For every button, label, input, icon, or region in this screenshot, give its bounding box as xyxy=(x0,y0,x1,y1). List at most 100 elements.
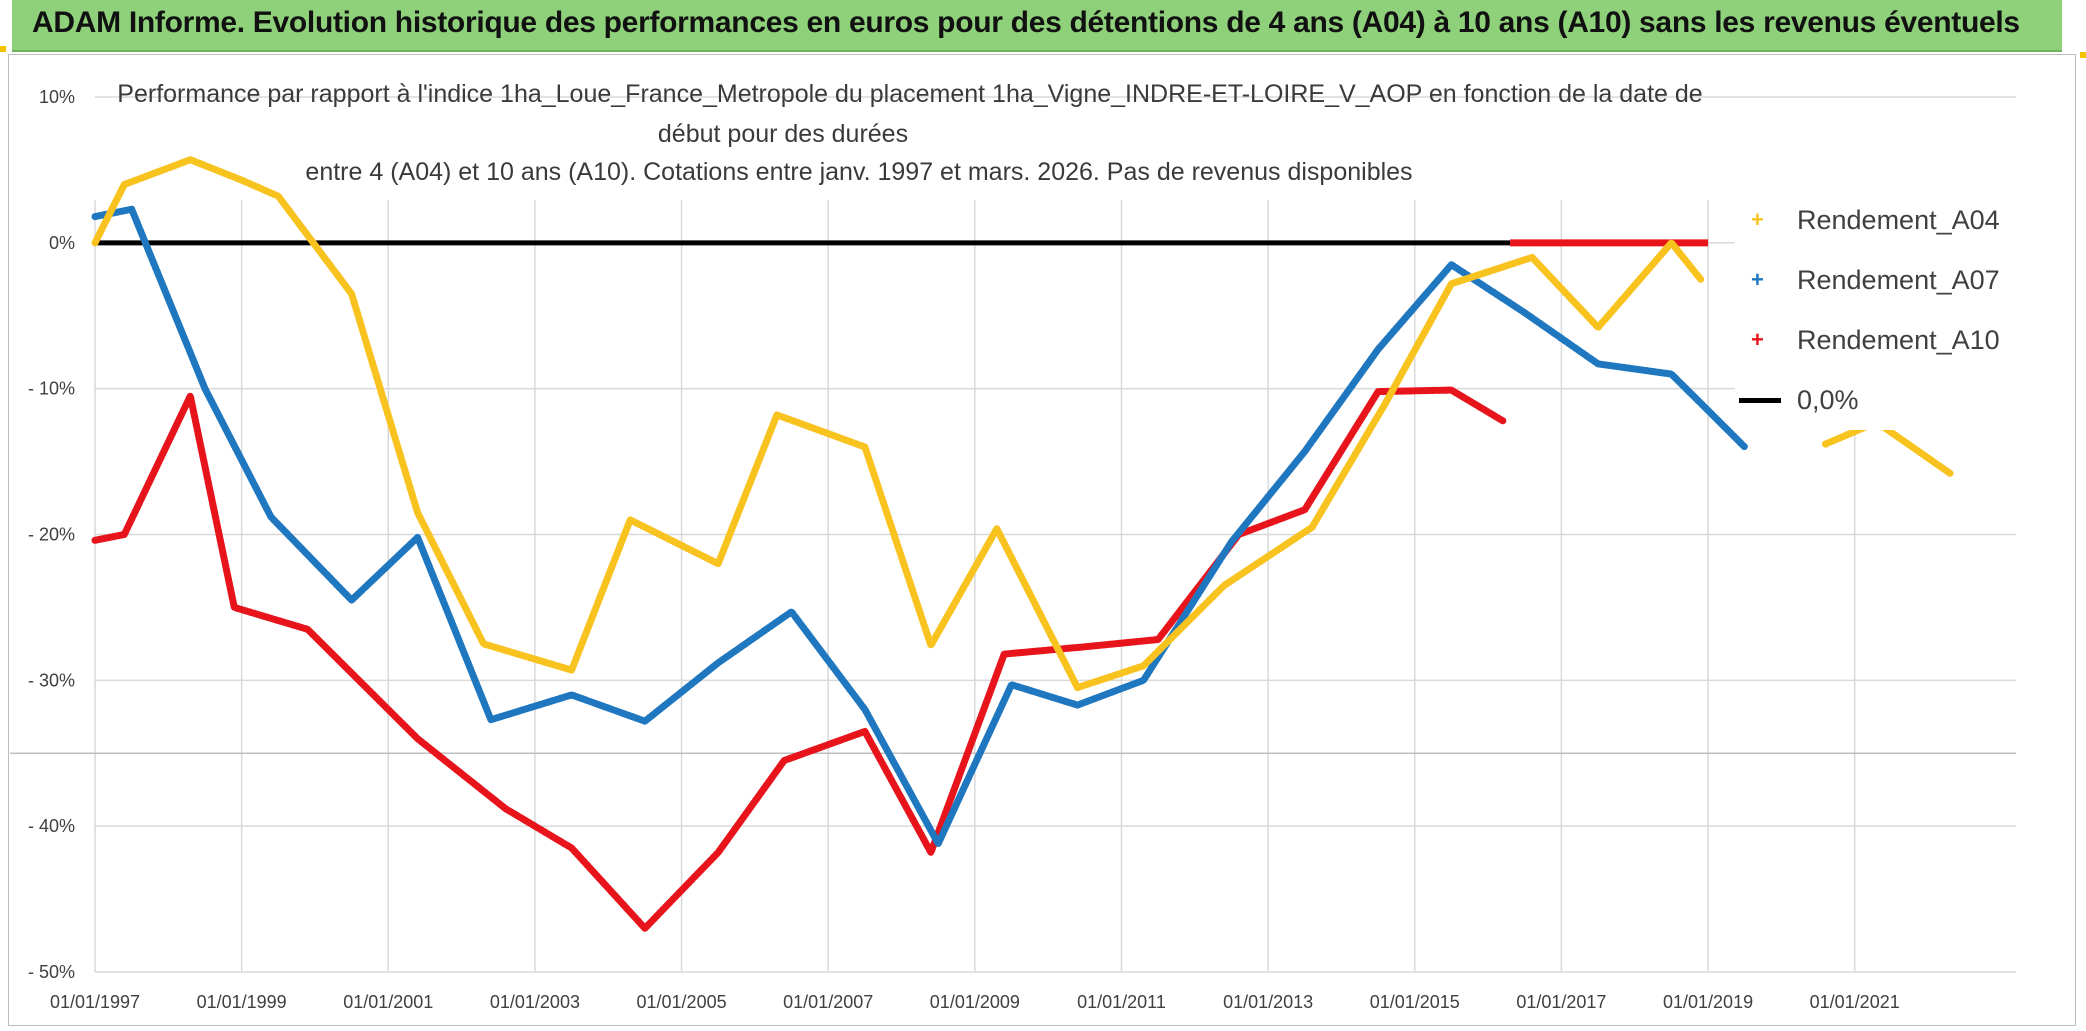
series-a07-line-point xyxy=(488,717,494,723)
series-a07-line-point xyxy=(129,206,135,212)
series-a04-line-point xyxy=(92,240,98,246)
legend-marker-zero xyxy=(1735,385,1783,415)
chart-series xyxy=(91,156,1954,932)
plus-icon: + xyxy=(1751,207,1764,232)
series-a07-line xyxy=(91,205,1749,848)
chart-title-line-2: début pour des durées xyxy=(657,120,909,148)
plus-icon: + xyxy=(1751,267,1764,292)
legend-label-a07: Rendement_A07 xyxy=(1797,264,2000,295)
series-a10-line-point xyxy=(503,806,509,812)
x-tick-label: 01/01/1999 xyxy=(197,992,287,1012)
y-tick-label: - 50% xyxy=(28,962,75,982)
series-a04-line-point xyxy=(928,642,934,648)
legend-item-zero: 0,0% xyxy=(1735,370,2025,430)
series-a04-line-point xyxy=(1698,276,1704,282)
series-a04-line-point xyxy=(1668,240,1674,246)
series-a07-line-point xyxy=(862,707,868,712)
series-a04-tail-line-point xyxy=(1947,470,1953,476)
series-a10-line-point xyxy=(569,845,575,851)
series-a10-line-point xyxy=(231,604,237,610)
series-a04-line-point xyxy=(415,510,421,516)
series-a04-line-point xyxy=(1309,524,1315,530)
series-a04-line-point xyxy=(715,561,721,567)
series-a07-line-point xyxy=(92,214,98,220)
series-a10-line-point xyxy=(928,849,934,855)
series-a07-line-point xyxy=(1448,262,1454,268)
y-tick-label: - 40% xyxy=(28,816,75,836)
series-a04-line-point xyxy=(1140,663,1146,669)
series-a04-line-point xyxy=(187,157,193,163)
series-a07-line-point xyxy=(1228,539,1234,545)
series-a07-line-point xyxy=(415,534,421,540)
x-tick-label: 01/01/2005 xyxy=(637,992,727,1012)
series-a04-line-point xyxy=(627,517,633,523)
chart-legend: + Rendement_A04 + Rendement_A07 + Rendem… xyxy=(1735,190,2025,430)
plus-icon: + xyxy=(1751,327,1764,352)
series-a04-line-point xyxy=(1448,281,1454,287)
legend-marker-a07: + xyxy=(1735,265,1783,295)
series-a10-line-point xyxy=(1448,387,1454,393)
series-a07-line-point xyxy=(268,514,274,520)
series-a04-line-point xyxy=(774,412,780,418)
x-tick-label: 01/01/2013 xyxy=(1223,992,1313,1012)
corner-mark-right xyxy=(2080,52,2086,58)
series-a10-line-point xyxy=(187,393,193,399)
series-a04-line-point xyxy=(1595,324,1601,330)
y-tick-label: - 30% xyxy=(28,670,75,690)
line-icon xyxy=(1739,398,1781,403)
series-a07-line-point xyxy=(349,597,355,603)
x-tick-label: 01/01/2017 xyxy=(1516,992,1606,1012)
legend-item-a04: + Rendement_A04 xyxy=(1735,190,2025,250)
x-tick-label: 01/01/2015 xyxy=(1370,992,1460,1012)
chart-title-line-3: entre 4 (A04) et 10 ans (A10). Cotations… xyxy=(305,158,1413,186)
x-tick-label: 01/01/2001 xyxy=(343,992,433,1012)
series-a04-line-point xyxy=(121,182,127,187)
legend-label-zero: 0,0% xyxy=(1797,384,1859,415)
series-a10-line-point xyxy=(305,626,311,632)
series-a07-line-point xyxy=(1302,448,1308,454)
corner-mark-left xyxy=(0,46,6,52)
y-tick-label: - 10% xyxy=(28,379,75,399)
x-tick-label: 01/01/2007 xyxy=(783,992,873,1012)
x-tick-label: 01/01/2021 xyxy=(1810,992,1900,1012)
series-a07-line-point xyxy=(1668,371,1674,377)
chart-axis-labels: 10% 0% - 10% - 20% - 30% - 40% - 50% 01/01/1997… xyxy=(28,87,1900,1012)
series-a07-line-point xyxy=(1009,682,1015,688)
header-banner: ADAM Informe. Evolution historique des p… xyxy=(12,0,2062,52)
series-a04-line-point xyxy=(1221,583,1227,589)
series-a07-line-point xyxy=(1140,677,1146,683)
banner-title: ADAM Informe. Evolution historique des p… xyxy=(32,6,2020,39)
series-a07-line-point xyxy=(789,609,795,615)
legend-label-a10: Rendement_A10 xyxy=(1797,324,2000,355)
series-a10-line-point xyxy=(415,736,421,742)
chart-frame xyxy=(8,54,2076,1026)
series-a07-line-point xyxy=(1742,444,1748,450)
series-a10-line-point xyxy=(1302,507,1308,513)
x-tick-label: 01/01/1997 xyxy=(50,992,140,1012)
series-a07-line-point xyxy=(935,841,941,847)
series-a04-line-point xyxy=(1074,685,1080,691)
series-a04-line-point xyxy=(239,177,245,183)
series-a10-line-point xyxy=(92,537,98,543)
legend-label-a04: Rendement_A04 xyxy=(1797,204,2000,235)
series-a10-line-point xyxy=(862,728,868,734)
x-tick-label: 01/01/2003 xyxy=(490,992,580,1012)
series-a10-line-point xyxy=(642,925,648,931)
x-tick-label: 01/01/2009 xyxy=(930,992,1020,1012)
series-a04-line-point xyxy=(1382,400,1388,406)
legend-item-a07: + Rendement_A07 xyxy=(1735,250,2025,310)
series-a07-line-point xyxy=(1595,361,1601,367)
series-a07-line-point xyxy=(1375,346,1381,352)
y-tick-label: 10% xyxy=(39,87,75,107)
series-a10-line-point xyxy=(121,532,127,537)
series-a04-line-point xyxy=(1529,254,1535,260)
x-tick-label: 01/01/2011 xyxy=(1077,992,1166,1012)
series-a04-line xyxy=(91,156,1705,692)
series-a04-line-point xyxy=(862,444,868,450)
series-a04-line-point xyxy=(481,641,487,647)
chart-title-line-1: Performance par rapport à l'indice 1ha_L… xyxy=(117,80,1703,108)
y-tick-label: - 20% xyxy=(28,525,75,545)
series-a10-line-point xyxy=(715,849,721,855)
series-a10-line-point xyxy=(1001,651,1007,657)
